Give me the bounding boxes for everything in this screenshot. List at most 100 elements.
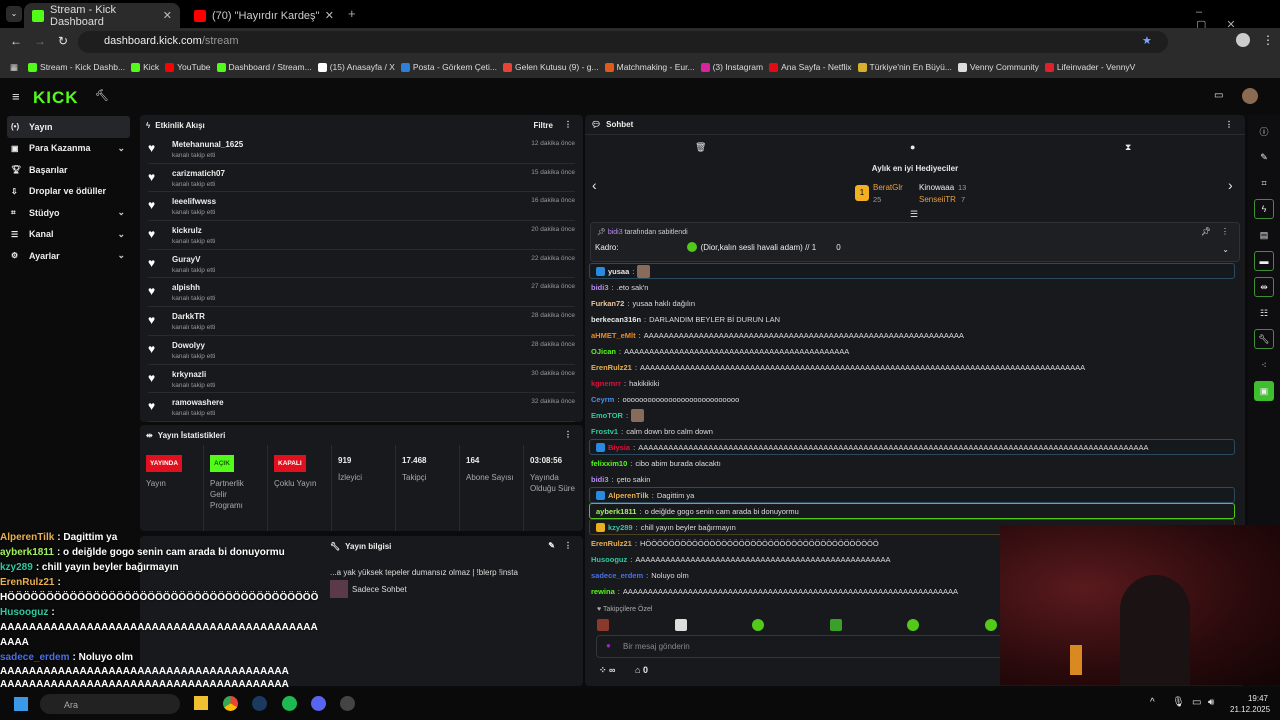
activity-toggle-icon[interactable]: ϟ	[1254, 199, 1274, 219]
hamburger-menu-icon[interactable]: ≡	[12, 89, 20, 104]
sidebar-item-0[interactable]: (•) Yayın	[7, 116, 130, 138]
windows-start-icon[interactable]	[14, 697, 28, 711]
forward-icon[interactable]: →	[34, 34, 46, 48]
url-field[interactable]: dashboard.kick.com/stream	[78, 31, 1168, 53]
taskbar-search[interactable]: Ara	[40, 694, 180, 714]
follower-name[interactable]: GurayV	[172, 254, 201, 264]
info-icon[interactable]: ⓘ	[1259, 126, 1269, 137]
chat-username[interactable]: berkecan316n	[591, 314, 642, 324]
more-options-icon[interactable]: ⋮	[1221, 227, 1229, 236]
bookmark-item[interactable]: (3) Instagram	[700, 62, 763, 72]
follower-name[interactable]: carizmatich07	[172, 168, 225, 178]
network-icon[interactable]: ▭	[1192, 697, 1202, 708]
dashboard-icon[interactable]: ▭	[1214, 90, 1224, 101]
bookmark-item[interactable]: Türkiye'nin En Büyü...	[857, 62, 952, 72]
app-icon[interactable]: ▣	[1254, 381, 1274, 401]
more-options-icon[interactable]: ⋮	[564, 430, 572, 439]
close-tab-icon[interactable]: ✕	[162, 10, 172, 22]
chat-username[interactable]: ayberk1811	[596, 506, 637, 516]
chat-username[interactable]: Husooguz	[591, 554, 628, 564]
tab-kick-dashboard[interactable]: Stream - Kick Dashboard ✕	[24, 3, 180, 28]
tab-youtube[interactable]: (70) "Hayırdır Kardeş" Kick & Tw ✕	[186, 3, 342, 28]
sidebar-item-6[interactable]: ⚙ Ayarlar ⌄	[0, 245, 137, 267]
sidebar-item-5[interactable]: ☰ Kanal ⌄	[0, 224, 137, 246]
layout-icon[interactable]: ☷	[1259, 307, 1269, 318]
chevron-down-icon[interactable]: ⌄	[117, 228, 125, 239]
trash-icon[interactable]: 🗑︎	[695, 142, 707, 152]
chrome-icon[interactable]	[223, 696, 238, 711]
edit-icon[interactable]: ✎	[1260, 151, 1268, 162]
filter-button[interactable]: Filtre	[533, 121, 553, 130]
unpin-icon[interactable]: 📌︎	[1200, 227, 1211, 236]
reload-icon[interactable]: ↻	[58, 34, 69, 48]
gifter-name[interactable]: Kinowaaa	[919, 183, 955, 192]
chat-username[interactable]: aHMET_eMlt	[591, 330, 636, 340]
store-button[interactable]: ⌂ 0	[635, 665, 648, 675]
user-avatar[interactable]	[1242, 88, 1258, 104]
chat-username[interactable]: rewina	[591, 586, 615, 596]
bookmark-item[interactable]: Ana Sayfa - Netflix	[769, 62, 852, 72]
emote[interactable]	[907, 619, 920, 631]
profile-avatar[interactable]	[1236, 33, 1250, 47]
chat-username[interactable]: bidi3	[591, 282, 609, 292]
apps-icon[interactable]: ▦	[10, 61, 19, 72]
bookmark-item[interactable]: Lifeinvader - VennyV	[1044, 62, 1135, 72]
discord-icon[interactable]	[311, 696, 326, 711]
hammer-icon[interactable]: 🔨︎	[95, 90, 109, 102]
chat-username[interactable]: ErenRulz21	[591, 538, 632, 548]
bookmark-item[interactable]: Kick	[131, 62, 159, 72]
collapse-icon[interactable]: ☰	[910, 209, 919, 219]
chat-username[interactable]: Furkan72	[591, 298, 625, 308]
chat-username[interactable]: bidi3	[591, 474, 609, 484]
volume-icon[interactable]: 🔊︎	[1208, 697, 1215, 708]
kick-logo[interactable]: KICK	[33, 88, 79, 107]
follower-name[interactable]: DarkkTR	[172, 312, 205, 322]
chat-toggle-icon[interactable]: ▬	[1254, 251, 1274, 271]
tray-chevron-icon[interactable]: ^	[1150, 697, 1155, 708]
bookmark-item[interactable]: Posta - Görkem Çeti...	[400, 62, 497, 72]
share-icon[interactable]: ⁖	[1261, 359, 1267, 370]
wrench-toggle-icon[interactable]: 🔧︎	[1254, 329, 1274, 349]
follower-name[interactable]: krkynazli	[172, 369, 207, 379]
back-icon[interactable]: ←	[10, 34, 22, 48]
chat-username[interactable]: felixxim10	[591, 458, 628, 468]
gifter-name[interactable]: SenseiiTR	[919, 195, 956, 204]
expand-icon[interactable]: ⌄	[1222, 245, 1229, 254]
follower-name[interactable]: leeelifwwss	[172, 197, 217, 207]
emote[interactable]	[984, 619, 997, 631]
pinned-by[interactable]: bidi3	[607, 229, 623, 236]
hourglass-icon[interactable]: ⧗	[1125, 142, 1132, 152]
bookmark-item[interactable]: (15) Anasayfa / X	[317, 62, 395, 72]
follower-name[interactable]: alpishh	[172, 283, 201, 293]
chat-username[interactable]: OJican	[591, 346, 617, 356]
emote[interactable]	[752, 619, 765, 631]
follower-name[interactable]: kickrulz	[172, 226, 202, 236]
new-tab-button[interactable]: +	[348, 6, 356, 21]
bookmark-item[interactable]: Venny Community	[957, 62, 1039, 72]
chat-username[interactable]: ErenRulz21	[591, 362, 632, 372]
spotify-icon[interactable]	[282, 696, 297, 711]
file-explorer-icon[interactable]	[194, 696, 208, 710]
chevron-left-icon[interactable]: ‹	[592, 177, 597, 193]
chat-username[interactable]: Ceyrm	[591, 394, 615, 404]
tab-search-button[interactable]: ⌄	[6, 6, 22, 22]
sidebar-item-3[interactable]: ⇩ Droplar ve ödüller	[0, 181, 137, 203]
more-options-icon[interactable]: ⋮	[564, 541, 572, 550]
bookmark-item[interactable]: Stream - Kick Dashb...	[28, 62, 125, 72]
chat-bubble-icon[interactable]: ●	[910, 142, 916, 152]
gifter-name[interactable]: BeratGlr	[873, 183, 903, 192]
menu-icon[interactable]: ⋮	[1262, 33, 1274, 47]
app-icon[interactable]	[340, 696, 355, 711]
bookmark-item[interactable]: Gelen Kutusu (9) - g...	[502, 62, 599, 72]
bookmark-item[interactable]: Matchmaking - Eur...	[604, 62, 695, 72]
chat-username[interactable]: EmoTOR	[591, 410, 623, 420]
more-options-icon[interactable]: ⋮	[1225, 120, 1233, 129]
chevron-down-icon[interactable]: ⌄	[117, 207, 125, 218]
microphone-icon[interactable]: ●	[606, 641, 611, 650]
chat-username[interactable]: sadece_erdem	[591, 570, 644, 580]
chevron-down-icon[interactable]: ⌄	[117, 250, 125, 261]
sidebar-item-4[interactable]: ⌗ Stüdyo ⌄	[0, 202, 137, 224]
chat-username[interactable]: Biysia	[608, 442, 631, 452]
chat-username[interactable]: kzy289	[608, 522, 633, 532]
stats-toggle-icon[interactable]: ⇹	[1254, 277, 1274, 297]
